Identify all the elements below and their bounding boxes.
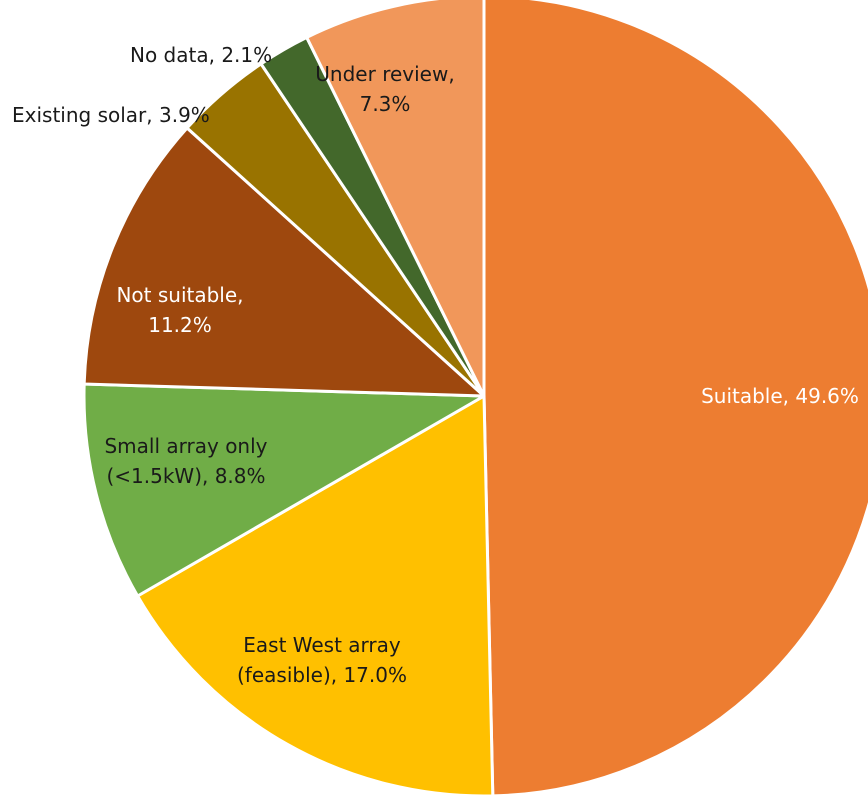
pie-slices: [82, 0, 868, 798]
pie-slice-small-array-only-1-5kw: [82, 382, 486, 598]
pie-slice-east-west-array-feasible: [136, 394, 495, 798]
pie-label-east-west-array-feasible: East West array (feasible), 17.0%: [237, 633, 407, 687]
pie-label-suitable: Suitable, 49.6%: [701, 384, 859, 408]
pie-label-existing-solar: Existing solar, 3.9%: [12, 103, 210, 127]
pie-labels: Suitable, 49.6% East West array (feasible)…: [12, 43, 859, 687]
pie-label-not-suitable: Not suitable, 11.2%: [116, 283, 243, 337]
pie-slice-not-suitable: [82, 126, 486, 398]
pie-label-under-review: Under review, 7.3%: [315, 62, 454, 116]
pie-label-small-array-only-1-5kw: Small array only (<1.5kW), 8.8%: [104, 434, 267, 488]
pie-slice-under-review: [305, 0, 486, 398]
pie-label-no-data: No data, 2.1%: [130, 43, 272, 67]
pie-slice-suitable: [482, 0, 868, 798]
